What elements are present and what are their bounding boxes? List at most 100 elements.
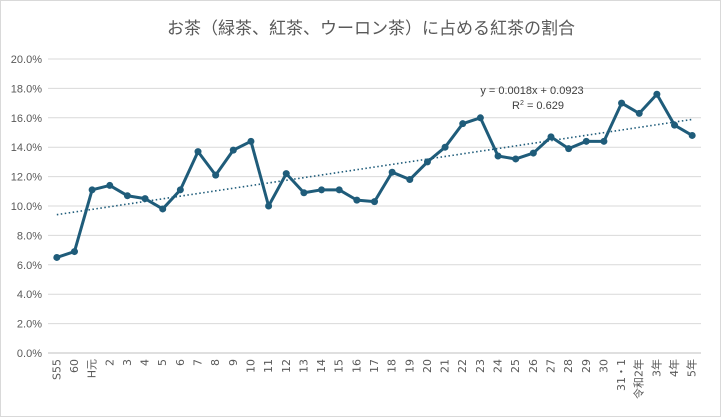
series-layer — [53, 90, 696, 261]
data-point — [565, 145, 573, 153]
data-point — [547, 133, 555, 141]
data-point — [635, 109, 643, 117]
data-point — [247, 137, 255, 145]
data-point — [229, 146, 237, 154]
data-point — [512, 155, 520, 163]
data-point — [494, 152, 502, 160]
data-point — [176, 186, 184, 194]
data-point — [671, 121, 679, 129]
y-tick-label: 12.0% — [11, 172, 42, 184]
x-tick-label: 22 — [456, 359, 469, 373]
data-point — [441, 143, 449, 151]
x-tick-label: 5年 — [685, 359, 699, 377]
data-point — [406, 176, 414, 184]
data-point — [653, 90, 661, 98]
y-tick-label: 16.0% — [11, 113, 42, 125]
x-tick-label: 3 — [121, 359, 134, 366]
x-tick-label: 13 — [297, 359, 310, 373]
x-tick-label: 25 — [509, 359, 522, 373]
data-point — [106, 181, 114, 189]
data-point — [335, 186, 343, 194]
data-point — [459, 120, 467, 128]
data-point — [388, 168, 396, 176]
trendline-equation: y = 0.0018x + 0.0923 — [480, 85, 583, 97]
y-tick-label: 4.0% — [17, 289, 42, 301]
series-line — [56, 92, 693, 259]
x-tick-label: 令和2年 — [632, 359, 646, 399]
data-point — [265, 202, 273, 210]
data-point — [371, 198, 378, 206]
x-tick-label: 28 — [562, 359, 575, 373]
x-tick-label: 5 — [156, 359, 169, 366]
data-point — [423, 158, 431, 166]
y-tick-label: 8.0% — [17, 230, 42, 242]
x-tick-label: 30 — [597, 359, 610, 373]
x-tick-label: 29 — [580, 359, 593, 373]
y-tick-label: 20.0% — [11, 54, 42, 66]
r2-value: = 0.629 — [524, 100, 564, 112]
data-point — [529, 149, 537, 157]
x-tick-label: 7 — [192, 359, 205, 366]
y-axis-tick-labels: 0.0% 2.0% 4.0% 6.0% 8.0% 10.0% 12.0% 14.0% 16.0%… — [11, 54, 42, 360]
x-tick-label: 6 — [174, 359, 187, 366]
data-point — [194, 148, 202, 156]
x-tick-label: 4年 — [667, 359, 681, 377]
x-tick-label: 14 — [315, 359, 328, 373]
y-tick-label: 2.0% — [17, 319, 42, 331]
data-point — [53, 253, 61, 261]
y-tick-label: 6.0% — [17, 260, 42, 272]
x-axis-tick-labels: S55 60 H元 2 3 4 5 6 7 8 9 10 11 12 13 14 15 16 17 18 19 20 21 2… — [50, 359, 698, 399]
data-point — [600, 137, 608, 145]
trendline — [56, 118, 693, 216]
data-point — [353, 196, 361, 204]
data-point — [318, 186, 326, 194]
x-tick-label: H元 — [86, 359, 99, 378]
x-tick-label: 21 — [439, 359, 452, 373]
y-tick-label: 10.0% — [11, 201, 42, 213]
data-point — [123, 192, 131, 200]
x-tick-label: 3年 — [649, 359, 663, 377]
y-tick-label: 0.0% — [17, 348, 42, 360]
trendline-layer — [56, 118, 693, 216]
data-point — [582, 137, 590, 145]
x-tick-label: 24 — [492, 359, 505, 373]
x-tick-label: 16 — [350, 359, 363, 373]
data-point — [159, 205, 167, 213]
data-point — [141, 195, 149, 203]
r2-prefix: R — [512, 100, 520, 112]
x-tick-label: 26 — [527, 359, 540, 373]
x-tick-label: 27 — [544, 359, 557, 373]
data-point — [282, 170, 290, 178]
x-tick-label: 15 — [333, 359, 346, 373]
x-tick-label: 23 — [474, 359, 487, 373]
x-tick-label: 31・1 — [615, 359, 628, 391]
data-point — [300, 189, 308, 197]
x-tick-label: S55 — [50, 359, 63, 380]
x-tick-label: 11 — [262, 359, 275, 373]
x-tick-label: 2 — [103, 359, 116, 366]
data-point — [212, 171, 220, 179]
y-tick-label: 18.0% — [11, 83, 42, 95]
data-point — [88, 186, 96, 194]
x-tick-label: 19 — [403, 359, 416, 373]
x-tick-label: 10 — [244, 359, 257, 373]
x-tick-label: 60 — [68, 359, 81, 373]
data-point — [618, 99, 626, 107]
data-point — [476, 114, 484, 122]
x-tick-label: 8 — [209, 359, 222, 366]
y-tick-label: 14.0% — [11, 142, 42, 154]
x-tick-label: 18 — [386, 359, 399, 373]
trendline-r-squared: R2 = 0.629 — [512, 100, 564, 112]
r2-exponent: 2 — [520, 100, 524, 107]
x-tick-label: 9 — [227, 359, 240, 366]
x-tick-label: 20 — [421, 359, 434, 373]
x-tick-label: 12 — [280, 359, 293, 373]
x-tick-label: 17 — [368, 359, 381, 373]
chart-title: お茶（緑茶、紅茶、ウーロン茶）に占める紅茶の割合 — [167, 19, 575, 39]
data-point — [70, 248, 78, 256]
gridlines — [48, 58, 701, 354]
x-tick-label: 4 — [139, 359, 152, 366]
data-point — [688, 131, 696, 139]
